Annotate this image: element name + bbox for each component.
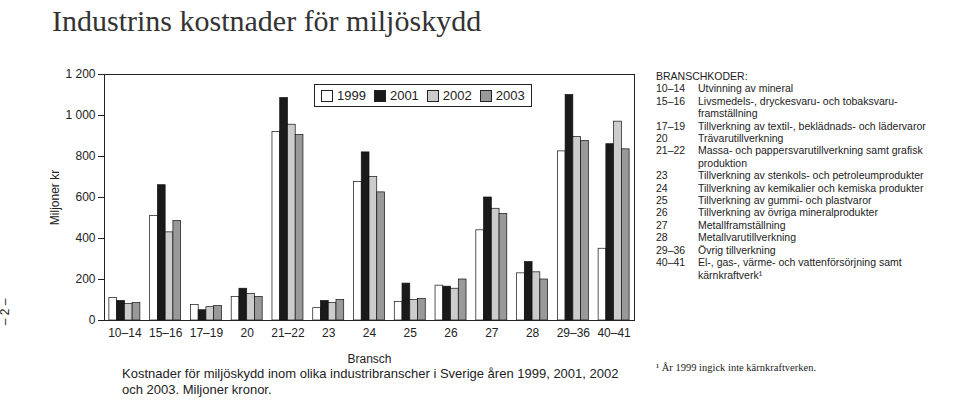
html-text:Tillverkning av textil-, beklä: Tillverkning av textil-, beklädnads- och… xyxy=(698,119,926,132)
svg-text:40–41: 40–41 xyxy=(597,326,631,340)
svg-text:24: 24 xyxy=(363,326,377,340)
svg-text:27: 27 xyxy=(485,326,499,340)
svg-text:1 000: 1 000 xyxy=(65,108,95,122)
html-text:Kostnader för miljöskydd inom: Kostnader för miljöskydd inom olika indu… xyxy=(122,366,619,397)
html-text:27: 27 xyxy=(656,218,668,231)
html-text:29–36: 29–36 xyxy=(656,243,686,256)
html-text:Trävarutillverkning: Trävarutillverkning xyxy=(698,132,784,144)
html-text:17–19: 17–19 xyxy=(656,119,686,132)
html-text:Massa- och pappersvarutillverk: Massa- och pappersvarutillverkning samt … xyxy=(698,144,923,169)
html-text:Livsmedels-, dryckesvaru- och: Livsmedels-, dryckesvaru- och tobaksvaru… xyxy=(698,94,898,120)
html-text:1999: 1999 xyxy=(337,88,366,103)
html-text:15–16: 15–16 xyxy=(656,94,686,107)
html-text:BRANSCHKODER:: BRANSCHKODER: xyxy=(656,70,748,82)
html-text:40–41: 40–41 xyxy=(656,256,686,269)
svg-text:0: 0 xyxy=(89,313,96,327)
html-text:Tillverkning av stenkols- och: Tillverkning av stenkols- och petroleump… xyxy=(698,169,924,182)
svg-text:800: 800 xyxy=(75,149,95,163)
svg-text:20: 20 xyxy=(241,326,255,340)
svg-text:Bransch: Bransch xyxy=(347,352,391,366)
html-text:2002: 2002 xyxy=(442,88,472,103)
html-text:¹ År 1999 ingick inte kärnkraf: ¹ År 1999 ingick inte kärnkraftverken. xyxy=(656,362,816,373)
html-text:Industrins kostnader för miljö: Industrins kostnader för miljöskydd xyxy=(52,4,482,37)
svg-text:600: 600 xyxy=(75,190,95,204)
svg-text:1 200: 1 200 xyxy=(65,67,95,81)
svg-text:23: 23 xyxy=(322,326,336,340)
html-text:El-, gas-, värme- och vattenfö: El-, gas-, värme- och vattenförsörjning … xyxy=(698,256,902,281)
svg-text:21–22: 21–22 xyxy=(271,326,305,340)
html-text:26: 26 xyxy=(656,206,668,219)
svg-text:10–14: 10–14 xyxy=(108,326,142,340)
svg-text:400: 400 xyxy=(75,231,95,245)
html-text:Tillverkning av övriga mineral: Tillverkning av övriga mineralprodukter xyxy=(698,206,878,219)
svg-text:26: 26 xyxy=(444,326,458,340)
svg-text:28: 28 xyxy=(526,326,540,340)
svg-text:200: 200 xyxy=(75,272,95,286)
html-text:Tillverkning av gummi- och pla: Tillverkning av gummi- och plastvaror xyxy=(698,194,872,207)
html-text:Utvinning av mineral: Utvinning av mineral xyxy=(698,82,794,95)
html-text:Tillverkning av kemikalier och: Tillverkning av kemikalier och kemiska p… xyxy=(698,181,924,194)
html-text:28: 28 xyxy=(656,231,668,244)
svg-text:17–19: 17–19 xyxy=(190,326,224,340)
html-text:24: 24 xyxy=(656,181,668,194)
html-text:Övrig tillverkning: Övrig tillverkning xyxy=(698,243,776,256)
html-text:21–22: 21–22 xyxy=(656,144,686,157)
html-text:10–14: 10–14 xyxy=(656,82,686,95)
svg-text:15–16: 15–16 xyxy=(149,326,183,340)
html-text:Metallframställning: Metallframställning xyxy=(698,218,786,231)
html-text:20: 20 xyxy=(656,132,668,144)
svg-text:25: 25 xyxy=(404,326,418,340)
html-text:2001: 2001 xyxy=(389,88,419,103)
html-text:2003: 2003 xyxy=(495,88,525,103)
html-text:23: 23 xyxy=(656,169,668,182)
svg-text:Miljoner kr: Miljoner kr xyxy=(48,170,62,225)
svg-text:29–36: 29–36 xyxy=(557,326,591,340)
html-text:Metallvarutillverkning: Metallvarutillverkning xyxy=(698,231,796,244)
html-text:25: 25 xyxy=(656,194,668,207)
